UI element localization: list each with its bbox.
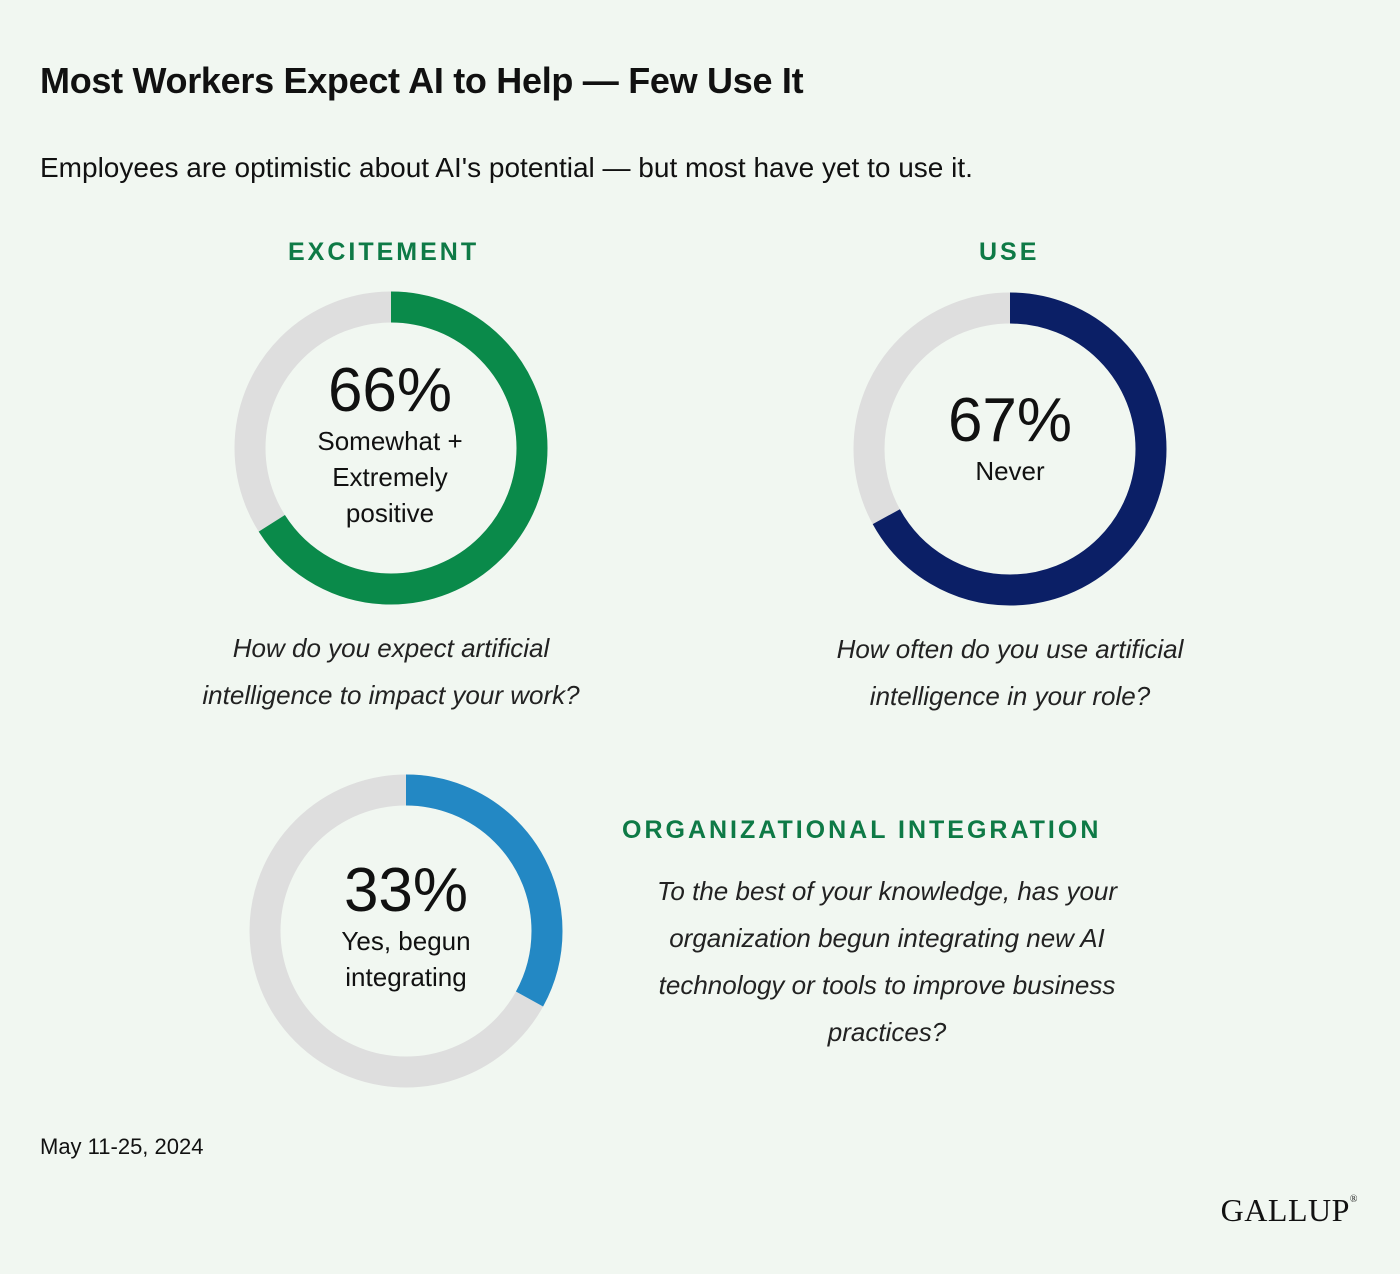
question-use: How often do you use artificial intellig… [760, 626, 1260, 720]
donut-arc-use [853, 292, 1167, 606]
donut-center-integration: 33% Yes, begun integrating [286, 858, 526, 995]
category-line: Extremely [332, 462, 448, 493]
donut-center-excitement: 66% Somewhat + Extremely positive [270, 358, 510, 531]
section-label-use: USE [979, 238, 1040, 266]
category-line: integrating [345, 962, 467, 993]
question-line: How do you expect artificial [232, 633, 550, 663]
gallup-logo: GALLUP® [1221, 1192, 1358, 1229]
question-integration: To the best of your knowledge, has your … [582, 868, 1192, 1056]
donut-chart-use [853, 292, 1167, 606]
question-line: practices? [827, 1017, 947, 1047]
chart-subtitle: Employees are optimistic about AI's pote… [40, 152, 973, 183]
category-line: Somewhat + [317, 426, 463, 457]
gallup-logo-text: GALLUP [1220, 1192, 1350, 1228]
section-label-excitement: EXCITEMENT [288, 238, 480, 266]
category-line: positive [345, 498, 435, 529]
chart-title: Most Workers Expect AI to Help — Few Use… [40, 60, 804, 101]
donut-chart-integration [249, 774, 563, 1088]
question-line: technology or tools to improve business [658, 970, 1116, 1000]
percent-value-use: 67% [947, 386, 1073, 455]
registered-mark: ® [1349, 1194, 1358, 1205]
question-line: How often do you use artificial [836, 634, 1184, 664]
question-excitement: How do you expect artificial intelligenc… [141, 625, 641, 719]
percent-value-integration: 33% [343, 856, 469, 925]
donut-arc-excitement [234, 291, 548, 605]
section-label-integration: ORGANIZATIONAL INTEGRATION [622, 816, 1102, 844]
donut-arc-integration [249, 774, 563, 1088]
category-line: Never [975, 456, 1045, 487]
question-line: To the best of your knowledge, has your [656, 876, 1118, 906]
question-line: intelligence to impact your work? [202, 680, 580, 710]
percent-value-excitement: 66% [327, 356, 453, 425]
survey-date: May 11-25, 2024 [40, 1134, 204, 1159]
donut-center-use: 67% Never [890, 388, 1130, 489]
category-line: Yes, begun [341, 926, 471, 957]
question-line: organization begun integrating new AI [669, 923, 1105, 953]
question-line: intelligence in your role? [869, 681, 1151, 711]
donut-chart-excitement [234, 291, 548, 605]
